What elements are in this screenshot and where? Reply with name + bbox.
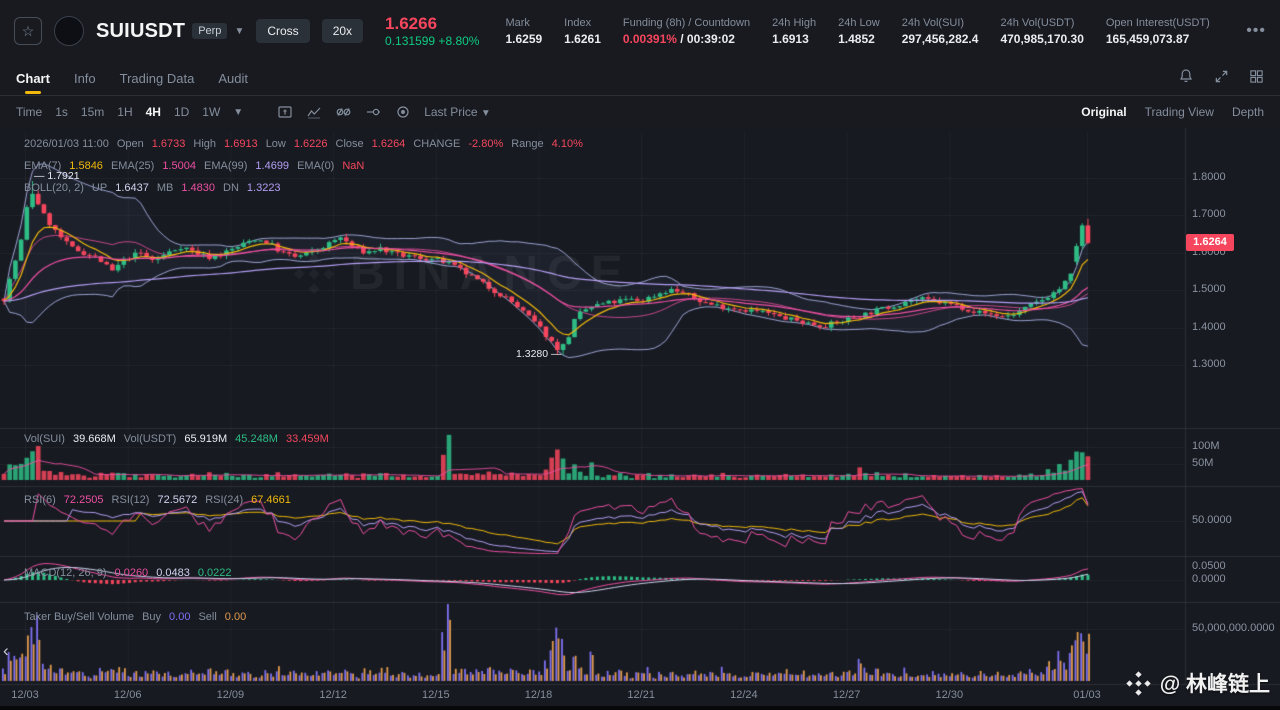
tab-bar: Chart Info Trading Data Audit	[0, 62, 1280, 96]
interval-time[interactable]: Time	[16, 105, 43, 119]
legend-token: 0.00391%	[622, 31, 677, 46]
favorite-star-button[interactable]: ☆	[14, 17, 42, 45]
header-stat: 24h High 1.6913	[772, 16, 817, 46]
header: ☆ SUIUSDT Perp ▼ Cross 20x 1.6266 0.1315…	[0, 0, 1280, 62]
legend-token: 470,985,170.30	[1000, 31, 1084, 46]
interval-1s[interactable]: 1s	[55, 105, 68, 119]
header-stats: Mark 1.6259 Index 1.6261 Funding (8h) / Coun…	[505, 17, 1209, 46]
target-icon[interactable]	[395, 104, 411, 120]
header-stat: Mark 1.6259	[505, 16, 543, 46]
legend-token: 165,459,073.87	[1105, 31, 1190, 46]
contract-type-badge: Perp	[192, 23, 228, 39]
legend-token: 1.6913	[772, 31, 809, 46]
last-price: 1.6266	[385, 13, 438, 33]
display-settings-icon[interactable]	[365, 104, 382, 120]
price-mode-selector[interactable]: Last Price ▼	[424, 105, 491, 119]
interval-15m[interactable]: 15m	[80, 105, 105, 119]
more-menu-icon[interactable]: •••	[1246, 22, 1266, 39]
legend-token: 297,456,282.4	[901, 31, 979, 46]
tab-chart[interactable]: Chart	[16, 63, 50, 94]
chevron-down-icon[interactable]: ▼	[234, 25, 245, 37]
interval-selector: Time 1s 15m 1H 4H 1D 1W	[16, 105, 220, 119]
current-price-badge: 1.6264	[1186, 234, 1234, 252]
header-stat: Funding (8h) / Countdown 0.00391% / 00:39…	[622, 16, 751, 46]
candle-countdown-icon[interactable]	[277, 104, 293, 120]
interval-1h[interactable]: 1H	[117, 105, 133, 119]
layout-grid-icon[interactable]	[1249, 69, 1264, 89]
legend-token: 1.6259	[505, 31, 543, 46]
indicators-icon[interactable]	[335, 104, 352, 120]
chart-toolbar: Time 1s 15m 1H 4H 1D 1W ▼ Last Price ▼ Origina…	[0, 96, 1280, 128]
tab-info[interactable]: Info	[73, 71, 96, 86]
bottom-edge	[0, 706, 1280, 710]
header-stat: 24h Low 1.4852	[838, 16, 880, 46]
legend-token: 1.6261	[564, 31, 601, 46]
price-block: 1.6266 0.131599 +8.80%	[385, 13, 479, 49]
chart-style-icon[interactable]	[306, 104, 322, 120]
bell-icon[interactable]	[1178, 68, 1194, 89]
interval-1w[interactable]: 1W	[202, 105, 221, 119]
view-mode-original[interactable]: Original	[1081, 105, 1127, 119]
coin-logo	[54, 16, 84, 46]
interval-4h[interactable]: 4H	[145, 105, 161, 119]
tab-audit[interactable]: Audit	[218, 71, 248, 86]
star-icon: ☆	[21, 22, 35, 39]
chart-area: BINANCE 2026/01/03 11:00Open1.6733High1.…	[0, 128, 1280, 706]
price-change: 0.131599 +8.80%	[385, 34, 480, 49]
symbol-title[interactable]: SUIUSDT	[96, 19, 186, 42]
tab-trading-data[interactable]: Trading Data	[119, 71, 195, 86]
view-mode-depth[interactable]: Depth	[1231, 105, 1264, 119]
price-chart-canvas[interactable]	[0, 128, 1280, 706]
header-stat: 24h Vol(SUI) 297,456,282.4	[901, 16, 979, 46]
leverage-button[interactable]: 20x	[321, 19, 364, 43]
fullscreen-icon[interactable]	[1214, 69, 1229, 89]
header-stat: Open Interest(USDT) 165,459,073.87	[1105, 16, 1210, 46]
view-mode-trading-view[interactable]: Trading View	[1144, 105, 1214, 119]
margin-mode-button[interactable]: Cross	[256, 19, 310, 43]
interval-1d[interactable]: 1D	[173, 105, 190, 119]
view-mode-selector: Original Trading View Depth	[1081, 105, 1264, 119]
scroll-left-icon[interactable]: ‹	[3, 641, 9, 660]
legend-token: 1.4852	[838, 31, 875, 46]
interval-more-icon[interactable]: ▼	[233, 106, 244, 118]
header-stat: Index 1.6261	[564, 16, 601, 46]
tabs: Chart Info Trading Data Audit	[16, 63, 248, 94]
header-stat: 24h Vol(USDT) 470,985,170.30	[1000, 16, 1084, 46]
legend-token: / 00:39:02	[676, 31, 735, 46]
